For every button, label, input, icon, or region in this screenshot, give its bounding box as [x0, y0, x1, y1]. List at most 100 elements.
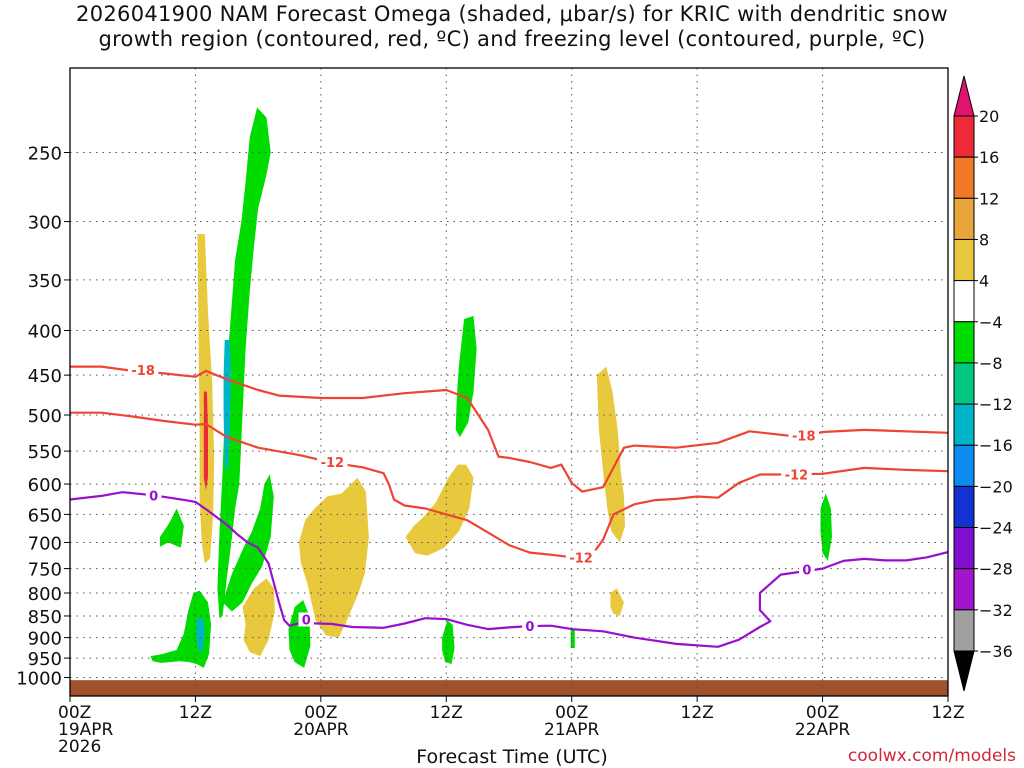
chart-title-line-1: 2026041900 NAM Forecast Omega (shaded, μ… [76, 2, 948, 26]
colorbar-label-12: 12 [979, 189, 999, 208]
y-tick-label-800: 800 [28, 584, 62, 605]
contour-dgz-18c-upper [70, 365, 948, 493]
colorbar-band-20-to-16 [953, 444, 975, 487]
colorbar-label-8: 8 [979, 230, 989, 249]
omega-region-green-updraft-12-16z-upper [217, 107, 271, 619]
y-tick-label-950: 950 [28, 649, 62, 670]
x-tick-label-84: 12Z [931, 703, 964, 723]
contour-label-bg [127, 363, 159, 378]
y-tick-label-300: 300 [28, 213, 62, 234]
colorbar-band-36-to-32 [953, 609, 975, 652]
x-tick-label-72: 00Z 22APR [795, 703, 851, 740]
x-tick-label-line: 00Z [58, 703, 91, 723]
x-tick-label-line: 12Z [931, 703, 964, 723]
x-tick-label-line: 12Z [681, 703, 714, 723]
x-tick-label-0: 00Z 19APR 2026 [58, 703, 114, 757]
colorbar-label-36: −36 [979, 642, 1013, 661]
contour-label-bg [799, 562, 815, 577]
y-tick-label-400: 400 [28, 322, 62, 343]
colorbar-label-28: −28 [979, 560, 1013, 579]
x-tick-label-60: 12Z [681, 703, 714, 723]
colorbar-label-4: −4 [979, 313, 1003, 332]
contour-label-freezing-level-0c-3: 0 [802, 564, 811, 579]
x-tick-label-24: 00Z 20APR [293, 703, 349, 740]
colorbar-label-12: −12 [979, 395, 1013, 414]
omega-region-yellow-50-53z [596, 366, 625, 543]
colorbar-label-4: 4 [979, 272, 989, 291]
x-tick-label-line: 00Z [304, 703, 337, 723]
y-tick-label-850: 850 [28, 607, 62, 628]
colorbar-band-16-to-12 [953, 403, 975, 446]
x-tick-label-48: 00Z 21APR [544, 703, 600, 740]
y-axis: 2503003504004505005506006507007508008509… [16, 144, 70, 690]
contour-freezing-level-0c [70, 491, 948, 648]
colorbar-band-4-to-8 [953, 238, 975, 282]
x-tick-label-line: 19APR [58, 720, 114, 740]
omega-region-green-7z-low [159, 508, 184, 548]
colorbar-band-8-to-4 [953, 321, 975, 364]
omega-region-orange-red-core-13z [203, 391, 208, 491]
grid-layer [70, 68, 948, 696]
colorbar-band-12-to-16 [953, 156, 975, 199]
y-tick-label-1000: 1000 [16, 669, 62, 690]
ground-surface [70, 680, 948, 696]
colorbar-label-32: −32 [979, 601, 1013, 620]
contour-label-dgz-12c-lower-0: -12 [321, 456, 345, 471]
y-tick-label-550: 550 [28, 442, 62, 463]
y-tick-label-750: 750 [28, 560, 62, 581]
colorbar-band-8-to-12 [953, 197, 975, 240]
contour-label-dgz-12c-lower-1: -12 [569, 551, 593, 566]
omega-region-green-36z-high [455, 316, 477, 438]
x-tick-label-12: 12Z [179, 703, 212, 723]
y-tick-label-700: 700 [28, 533, 62, 554]
chart-title-line-2: growth region (contoured, red, ºC) and f… [98, 27, 926, 51]
colorbar-top-arrow [953, 75, 975, 117]
colorbar-band-12-to-8 [953, 362, 975, 405]
colorbar-label-24: −24 [979, 519, 1013, 538]
contour-label-dgz-18c-upper-0: -18 [131, 364, 155, 379]
ground-layer [70, 680, 948, 696]
colorbar-label-16: −16 [979, 436, 1013, 455]
contour-label-bg [145, 488, 162, 503]
x-axis-title: Forecast Time (UTC) [416, 746, 608, 768]
colorbar-band-32-to-28 [953, 568, 975, 611]
colorbar-label-8: −8 [979, 354, 1003, 373]
plot-frame [69, 67, 949, 697]
contour-label-dgz-12c-lower-2: -12 [785, 468, 809, 483]
colorbar-label-16: 16 [979, 148, 999, 167]
omega-region-yellow-22-27z-mid [298, 477, 369, 638]
colorbar-band-16-to-20 [953, 115, 975, 158]
contour-label-bg [781, 467, 812, 482]
y-tick-label-250: 250 [28, 144, 62, 165]
contour-label-bg [298, 612, 314, 627]
colorbar-label-20: 20 [979, 107, 999, 126]
x-tick-label-36: 12Z [430, 703, 463, 723]
y-tick-label-600: 600 [28, 475, 62, 496]
contour-dgz-12c-lower [70, 411, 948, 559]
contour-label-freezing-level-0c-2: 0 [525, 620, 534, 635]
omega-region-green-10-13z-low [150, 590, 212, 668]
x-tick-label-line: 12Z [179, 703, 212, 723]
contour-label-freezing-level-0c-0: 0 [149, 489, 158, 504]
x-tick-label-line: 22APR [795, 720, 851, 740]
x-tick-label-line: 00Z [555, 703, 588, 723]
x-tick-label-line: 12Z [430, 703, 463, 723]
colorbar-band-24-to-20 [953, 485, 975, 529]
x-tick-label-line: 21APR [544, 720, 600, 740]
contour-layer: -18 -18 -12 -12 -12 0 0 0 0 [70, 363, 948, 648]
contour-label-freezing-level-0c-1: 0 [302, 614, 311, 629]
omega-region-cyan-12z-low-core [196, 616, 205, 653]
omega-region-yellow-18-22z-low [242, 578, 275, 657]
x-tick-label-line: 00Z [806, 703, 839, 723]
colorbar: 20 16 12 8 4 −4 −8 −12 −16 −20 −24 −28 −32 −36 [953, 75, 1013, 692]
y-tick-label-350: 350 [28, 271, 62, 292]
omega-region-yellow-52-53z-low [610, 588, 624, 616]
credit-link[interactable]: coolwx.com/models [847, 746, 1016, 766]
y-tick-label-900: 900 [28, 629, 62, 650]
y-tick-label-650: 650 [28, 505, 62, 526]
colorbar-label-20: −20 [979, 477, 1013, 496]
omega-region-green-48z-low [570, 628, 575, 648]
contour-label-bg [317, 454, 348, 469]
